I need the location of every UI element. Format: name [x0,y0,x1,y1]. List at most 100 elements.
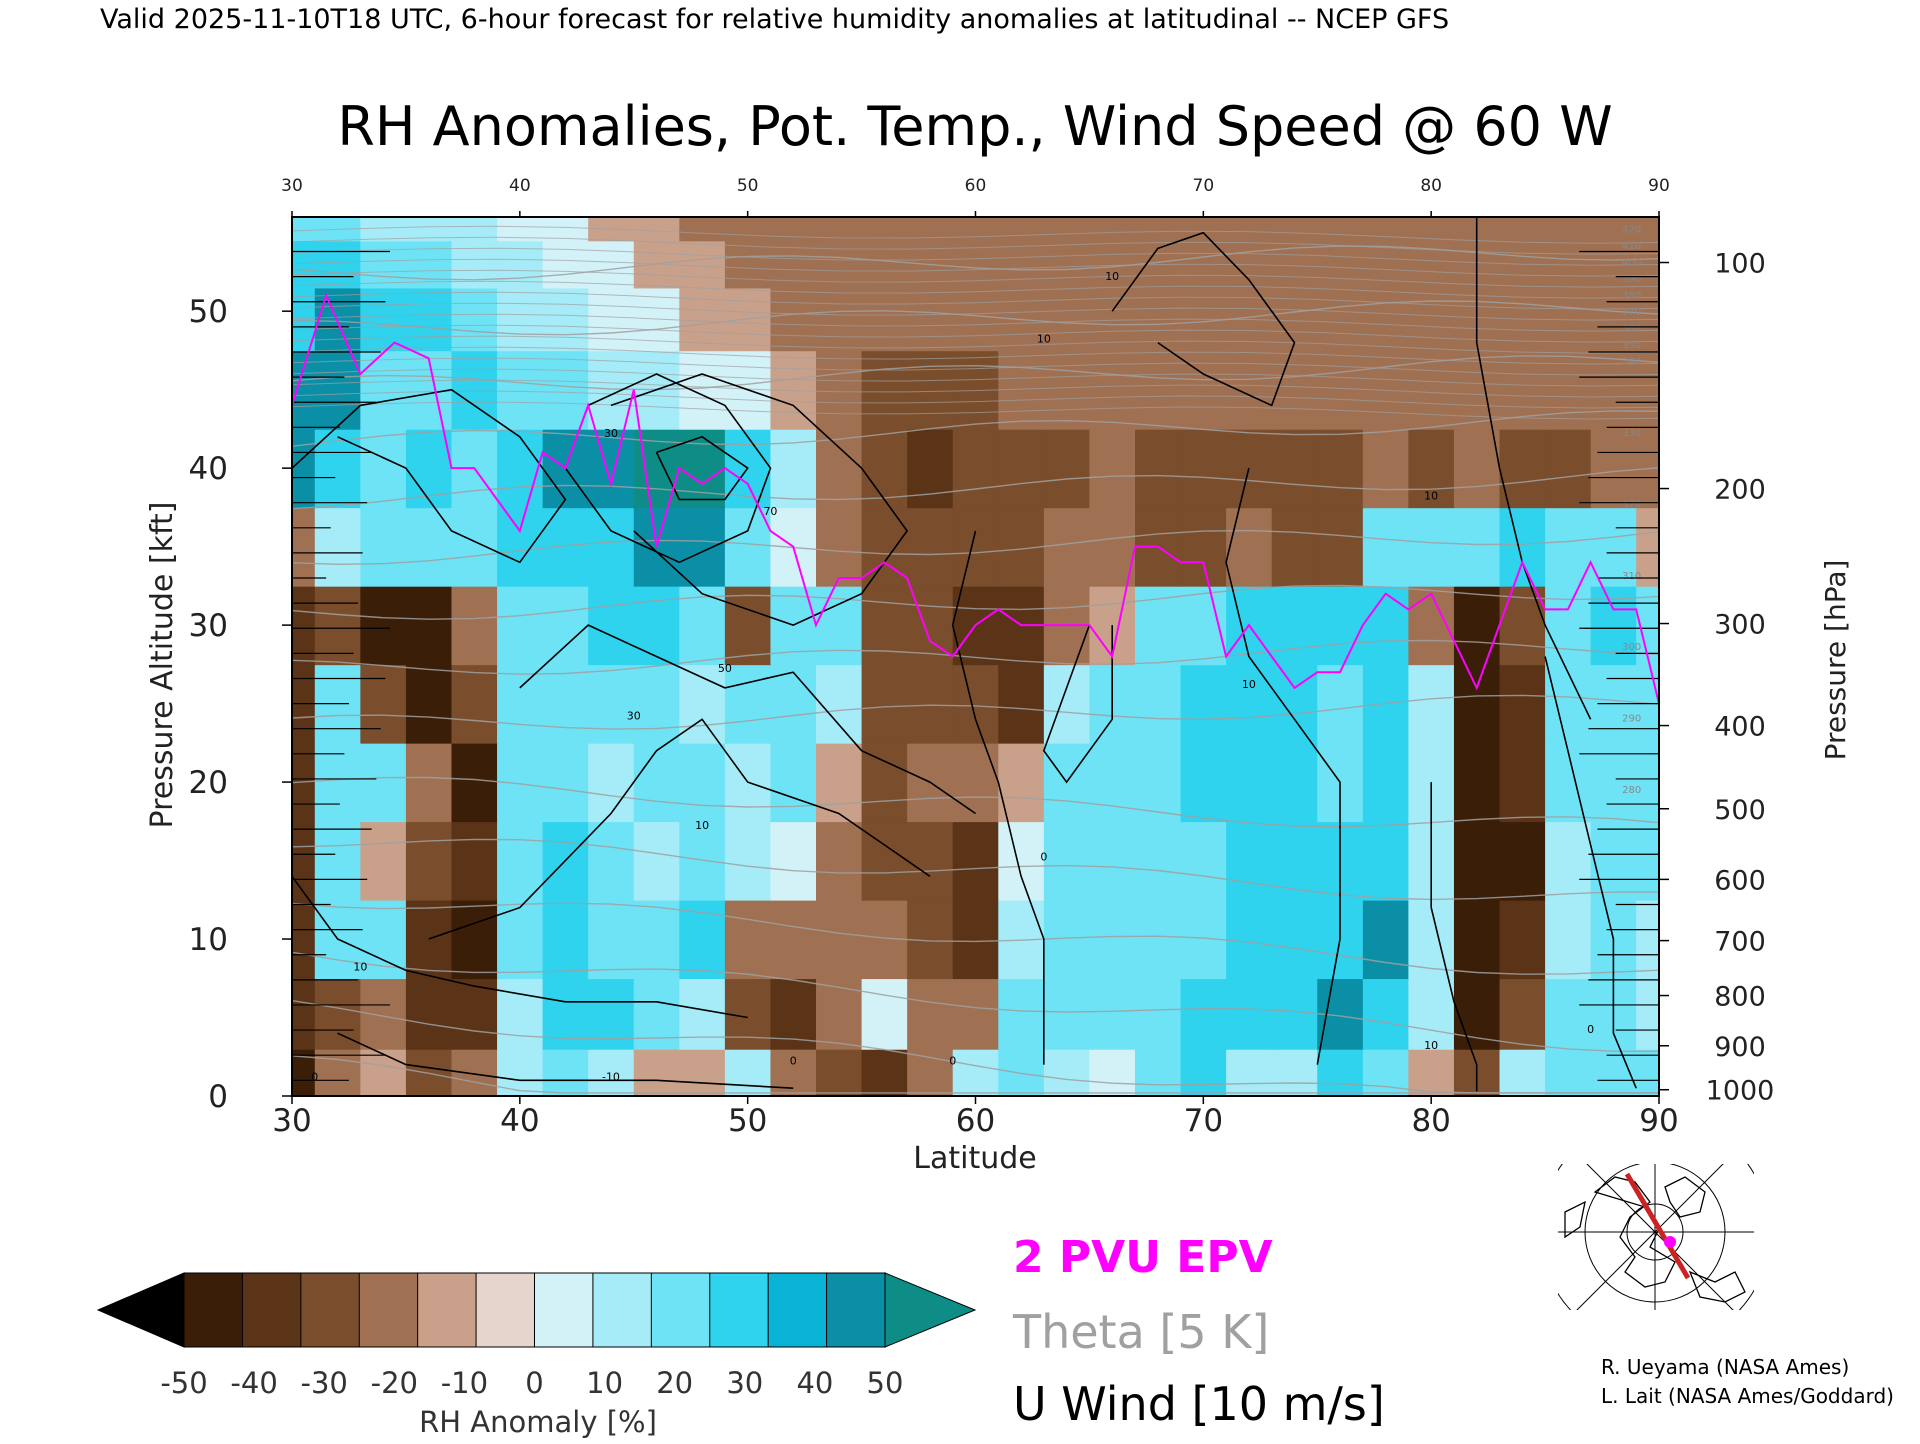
heatmap-cell [633,585,681,666]
heatmap-cell [314,742,362,823]
wind-contour-line [1475,217,1592,720]
heatmap-cell [497,428,544,509]
heatmap-cell [907,428,954,509]
colorbar-tick-label: 30 [726,1366,763,1400]
heatmap-cell [770,899,817,980]
heatmap-cell [405,507,453,587]
wind-contour-line [337,1032,794,1089]
colorbar-tick-label: -50 [160,1366,207,1400]
credit-line-2: L. Lait (NASA Ames/Goddard) [1601,1384,1894,1408]
heatmap-cell [1408,287,1455,352]
pressure-level-ticks [292,250,1659,1081]
heatmap-cell [1134,217,1182,242]
heatmap-cell [1180,585,1227,666]
x-axis-top: 30 40 50 60 70 80 90 [281,176,1670,217]
heatmap-cell [1089,899,1136,980]
theta-contour-label: 390 [1622,274,1641,285]
heatmap-cell [451,585,498,666]
theta-contour-label: 280 [1622,785,1641,796]
wind-contour-label: 0 [949,1055,956,1068]
heatmap-cell [907,287,954,352]
heatmap-cell [588,664,635,744]
heatmap-cell [1545,899,1592,980]
heatmap-cell [724,240,772,289]
heatmap-cell [1453,978,1501,1050]
heatmap-cell [952,742,1000,823]
heatmap-cell [679,742,726,823]
heatmap-cell [360,350,407,430]
heatmap-cell [952,664,1000,744]
heatmap-cell [816,742,863,823]
heatmap-cell [405,821,453,901]
heatmap-cell [1317,350,1364,430]
wind-contour-label: 10 [1105,270,1119,283]
heatmap-cell [405,978,453,1050]
theta-line [292,410,1659,447]
heatmap-cell [952,428,1000,509]
wind-contour-label: -10 [602,1070,620,1083]
heatmap-cell [816,664,863,744]
x-top-tick-label: 70 [1193,176,1215,196]
heatmap-cell [1545,978,1592,1050]
colorbar-segment [767,1272,828,1348]
heatmap-cell [1545,664,1592,744]
heatmap-cell [314,350,362,430]
heatmap-cell [724,1048,772,1096]
heatmap-cell [1545,428,1592,509]
heatmap-cell [679,428,726,509]
pressure-tick-label: 700 [1714,927,1766,958]
colorbar-tick-label: 10 [586,1366,623,1400]
heatmap-cell [1362,899,1410,980]
theta-contour-label: 290 [1622,714,1641,725]
wind-contour-label: 30 [627,709,641,722]
theta-line [292,324,1659,343]
heatmap-cell [1545,742,1592,823]
heatmap-cell [952,287,1000,352]
heatmap-cell [588,507,635,587]
theta-line [292,302,1659,321]
pressure-tick-label: 500 [1714,795,1766,826]
heatmap-cell [360,978,407,1050]
heatmap-cell [451,899,498,980]
x-top-tick-label: 80 [1420,176,1442,196]
heatmap-cell [907,821,954,901]
heatmap-cell [1043,350,1091,430]
wind-contour-label: 0 [790,1055,797,1068]
heatmap-cell [1590,507,1638,587]
heatmap-cell [451,821,498,901]
heatmap-cell [1180,742,1227,823]
heatmap-cell [861,1048,908,1096]
colorbar-segment [417,1272,478,1348]
heatmap-cell [451,1048,498,1096]
heatmap-cell [451,287,498,352]
heatmap-cell [1226,978,1273,1050]
heatmap-cell [1271,585,1319,666]
heatmap-cell [861,978,908,1050]
heatmap-cell [1362,507,1410,587]
heatmap-cell [816,428,863,509]
wind-contour-label: 0 [311,1070,318,1083]
heatmap-cell [497,287,544,352]
heatmap-cell [1134,585,1182,666]
heatmap-cell [816,1048,863,1096]
cross-section-marker [1664,1236,1676,1248]
colorbar-arrow-low [96,1272,185,1348]
heatmap-cell [405,1048,453,1096]
theta-line [292,245,1659,281]
x-tick-label: 80 [1411,1103,1450,1139]
theta-line [292,258,1659,277]
theta-contour-label: 350 [1622,340,1641,351]
heatmap-cell [861,217,908,242]
theta-line [292,529,1659,566]
theta-line [292,639,1659,675]
heatmap-cell [907,1048,954,1096]
heatmap-cell [952,899,1000,980]
x-top-tick-label: 40 [509,176,531,196]
heatmap-cell [1271,217,1319,242]
heatmap-cell [292,899,316,980]
heatmap-cell [724,507,772,587]
heatmap-cell [451,742,498,823]
heatmap-cell [861,664,908,744]
heatmap-cell [1362,821,1410,901]
